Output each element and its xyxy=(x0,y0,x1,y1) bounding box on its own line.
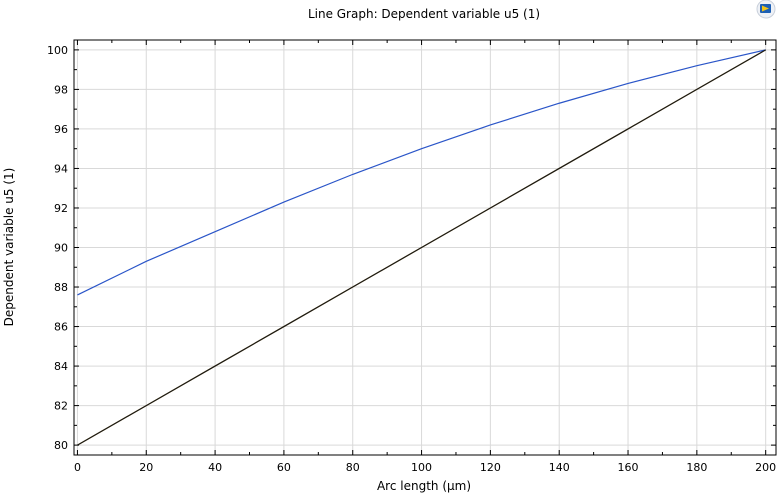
x-tick-label: 100 xyxy=(411,461,432,474)
y-axis-label: Dependent variable u5 (1) xyxy=(2,168,16,327)
chart-title: Line Graph: Dependent variable u5 (1) xyxy=(308,7,540,21)
x-tick-label: 80 xyxy=(346,461,360,474)
x-tick-label: 120 xyxy=(480,461,501,474)
y-tick-label: 94 xyxy=(54,162,68,175)
y-tick-label: 96 xyxy=(54,123,68,136)
y-tick-label: 82 xyxy=(54,400,68,413)
x-tick-label: 180 xyxy=(686,461,707,474)
x-tick-label: 160 xyxy=(618,461,639,474)
x-tick-label: 40 xyxy=(208,461,222,474)
y-tick-label: 90 xyxy=(54,242,68,255)
y-tick-label: 84 xyxy=(54,360,68,373)
series-line-0 xyxy=(77,49,766,296)
y-tick-label: 88 xyxy=(54,281,68,294)
y-tick-label: 98 xyxy=(54,83,68,96)
y-tick-label: 100 xyxy=(47,44,68,57)
ticks: 0 20 40 60 80 100 120 140 160 180 200 80 82 84 86 88 90 9… xyxy=(47,40,776,474)
grid xyxy=(74,40,776,455)
series-line-1 xyxy=(77,49,766,446)
series-layer xyxy=(77,49,766,446)
x-tick-label: 20 xyxy=(139,461,153,474)
x-tick-label: 140 xyxy=(549,461,570,474)
x-tick-label: 60 xyxy=(277,461,291,474)
comsol-logo-icon[interactable] xyxy=(756,0,776,19)
y-tick-label: 92 xyxy=(54,202,68,215)
y-tick-label: 86 xyxy=(54,321,68,334)
x-tick-label: 0 xyxy=(74,461,81,474)
x-tick-label: 200 xyxy=(755,461,776,474)
y-tick-label: 80 xyxy=(54,439,68,452)
x-axis-label: Arc length (µm) xyxy=(377,479,471,493)
